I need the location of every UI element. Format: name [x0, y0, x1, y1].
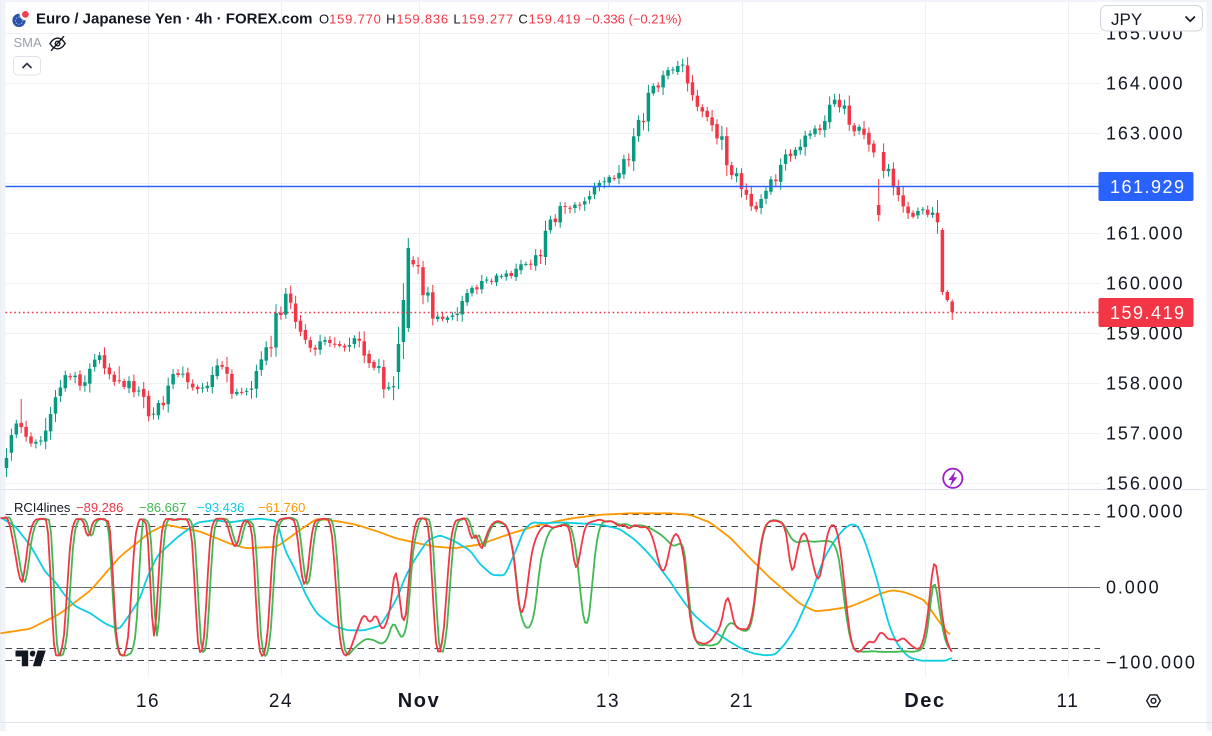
- svg-text:−100.000: −100.000: [1106, 653, 1197, 673]
- svg-text:161.000: 161.000: [1106, 224, 1184, 244]
- svg-text:24: 24: [269, 691, 293, 712]
- svg-text:160.000: 160.000: [1106, 274, 1184, 294]
- svg-text:159.419: 159.419: [1110, 303, 1186, 323]
- svg-text:161.929: 161.929: [1110, 177, 1186, 197]
- svg-text:164.000: 164.000: [1106, 74, 1184, 94]
- svg-text:SMA: SMA: [14, 35, 43, 50]
- svg-text:Nov: Nov: [398, 690, 441, 712]
- svg-text:JPY: JPY: [1111, 10, 1142, 29]
- svg-text:RCI4lines: RCI4lines: [14, 500, 71, 515]
- svg-text:156.000: 156.000: [1106, 474, 1184, 494]
- svg-text:11: 11: [1057, 691, 1080, 712]
- svg-text:21: 21: [730, 691, 754, 712]
- svg-text:0.000: 0.000: [1106, 578, 1161, 598]
- svg-text:−61.760: −61.760: [258, 500, 305, 515]
- svg-text:163.000: 163.000: [1106, 124, 1184, 144]
- svg-text:−86.667: −86.667: [139, 500, 186, 515]
- svg-text:16: 16: [136, 691, 160, 712]
- svg-text:Euro / Japanese Yen · 4h · FOR: Euro / Japanese Yen · 4h · FOREX.com O15…: [36, 11, 682, 28]
- svg-text:Dec: Dec: [904, 690, 946, 712]
- svg-text:100.000: 100.000: [1106, 502, 1184, 522]
- svg-text:157.000: 157.000: [1106, 424, 1184, 444]
- svg-text:−93.436: −93.436: [197, 500, 244, 515]
- svg-text:13: 13: [596, 691, 620, 712]
- svg-text:158.000: 158.000: [1106, 374, 1184, 394]
- svg-text:−89.286: −89.286: [76, 500, 123, 515]
